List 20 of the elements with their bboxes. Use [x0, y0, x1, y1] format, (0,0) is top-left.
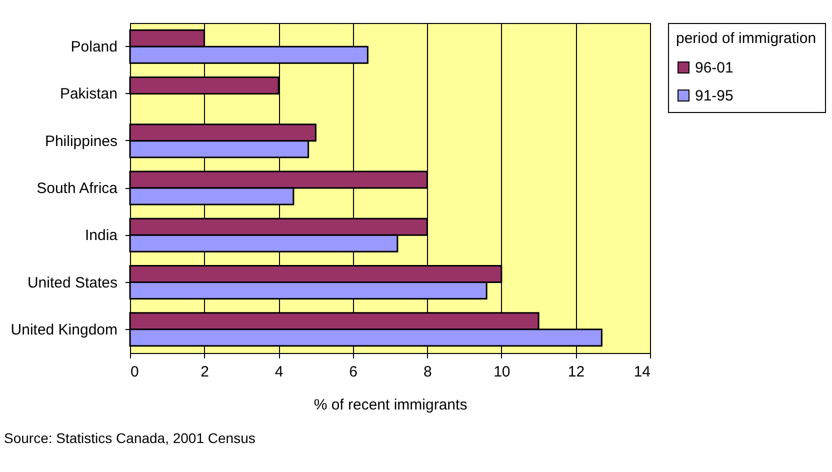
y-tick-label: Pakistan: [60, 86, 118, 103]
y-tick-label: United States: [27, 274, 118, 292]
y-tick-label: India: [84, 227, 118, 244]
x-tick-label: 2: [200, 364, 209, 380]
x-tick-label: 8: [423, 364, 432, 380]
x-tick-label: 14: [634, 364, 650, 380]
y-tick-label: Philippines: [44, 132, 118, 150]
legend-title: period of immigration: [676, 30, 816, 47]
y-tick-label: Poland: [70, 38, 118, 56]
legend-label: 91-95: [695, 88, 734, 104]
legend-label: 96-01: [695, 60, 734, 76]
x-tick-label: 0: [130, 364, 139, 380]
y-tick-label: South Africa: [36, 180, 118, 197]
x-tick-label: 12: [568, 364, 585, 380]
x-axis-title: % of recent immigrants: [314, 396, 468, 414]
x-tick-label: 4: [274, 364, 284, 380]
source-note: Source: Statistics Canada, 2001 Census: [4, 430, 256, 446]
y-tick-label: United Kingdom: [10, 321, 118, 338]
x-tick-label: 6: [349, 364, 358, 380]
x-tick-label: 10: [494, 364, 510, 380]
